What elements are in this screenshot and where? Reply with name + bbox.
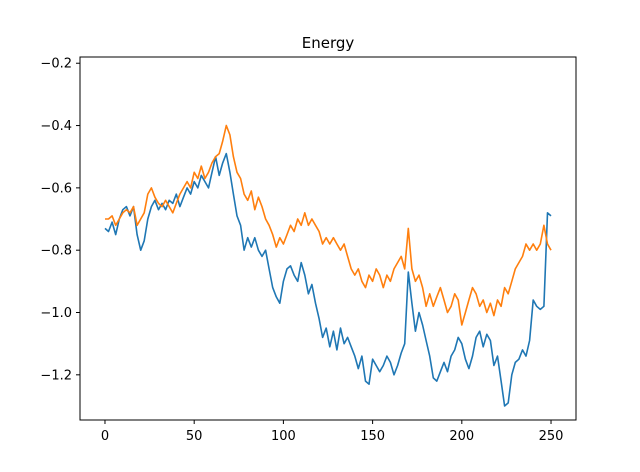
y-tick-label: −0.4: [40, 119, 72, 134]
series-line-2: [105, 124, 552, 326]
chart-title: Energy: [302, 34, 355, 52]
axes-layer: 0 50 100 150 200 250 −0.2 −0.4 −0.6 −0.8 −1.0 −1.2: [40, 56, 577, 444]
x-tick-label: 250: [539, 429, 564, 444]
x-tick-label: 200: [449, 429, 474, 444]
series-layer: [104, 124, 552, 407]
x-tick-label: 100: [271, 429, 296, 444]
y-tick-label: −1.0: [40, 306, 72, 321]
y-tick-label: −0.2: [40, 57, 72, 72]
plot-frame: [79, 56, 577, 421]
x-tick-label: 150: [360, 429, 385, 444]
x-tick-label: 50: [186, 429, 203, 444]
x-tick-label: 0: [101, 429, 109, 444]
y-tick-label: −0.6: [40, 181, 72, 196]
y-tick-label: −0.8: [40, 244, 72, 259]
series-line-1: [104, 152, 552, 407]
y-tick-label: −1.2: [40, 368, 72, 383]
